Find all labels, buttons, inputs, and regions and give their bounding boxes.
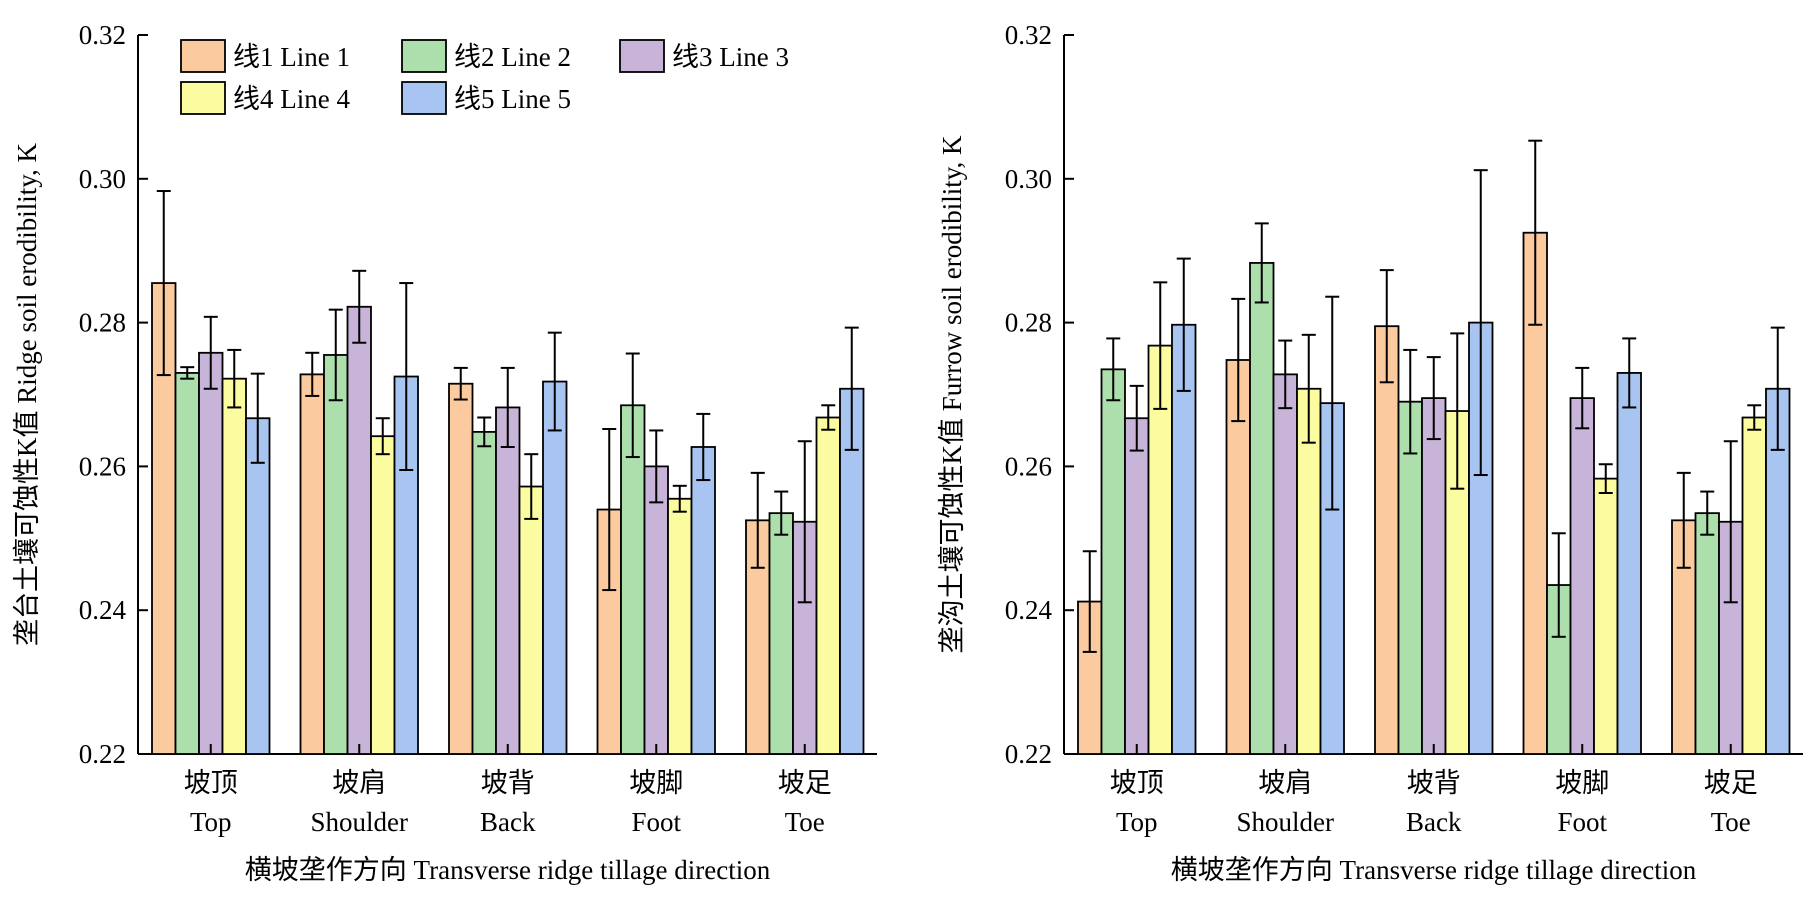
y-tick-label: 0.28 — [1005, 308, 1052, 338]
legend-label: 线1 Line 1 — [233, 42, 350, 72]
x-tick-label-en: Shoulder — [1237, 807, 1335, 837]
x-tick-label-en: Back — [480, 807, 536, 837]
legend-swatch — [180, 81, 226, 115]
x-tick-label-zh: 坡脚 — [1555, 768, 1609, 798]
y-tick-label: 0.24 — [1005, 595, 1053, 625]
bar — [198, 351, 224, 755]
bar — [1741, 416, 1767, 755]
x-tick-label-en: Back — [1406, 807, 1462, 837]
x-tick-label-zh: 坡背 — [1407, 768, 1461, 798]
bar — [1124, 417, 1150, 755]
x-tick-label-en: Top — [1116, 807, 1158, 837]
x-tick-label-en: Foot — [1557, 807, 1607, 837]
x-tick-label-zh: 坡脚 — [629, 768, 683, 798]
x-tick-label-zh: 坡足 — [778, 768, 832, 798]
x-tick-label-en: Foot — [631, 807, 681, 837]
y-tick-label: 0.32 — [79, 20, 126, 50]
bar — [1374, 325, 1400, 755]
bar — [299, 373, 325, 755]
bar — [471, 430, 497, 755]
x-tick-label-zh: 坡肩 — [332, 768, 386, 798]
bar — [346, 305, 372, 755]
y-tick-label: 0.26 — [79, 451, 126, 481]
y-axis-label: 垄沟土壤可蚀性K值 Furrow soil erodibility, K — [937, 135, 967, 653]
legend-swatch — [401, 81, 447, 115]
x-tick-label-en: Toe — [785, 807, 825, 837]
bar — [448, 382, 474, 755]
bar — [1569, 397, 1595, 755]
legend-label: 线4 Line 4 — [233, 84, 350, 114]
legend-swatch — [180, 39, 226, 73]
bar — [245, 417, 271, 755]
bar — [1421, 397, 1447, 755]
x-tick-label-zh: 坡顶 — [1110, 768, 1164, 798]
bar — [815, 416, 841, 755]
x-axis-label: 横坡垄作方向 Transverse ridge tillage directio… — [1171, 855, 1697, 885]
legend-label: 线5 Line 5 — [454, 84, 571, 114]
x-axis-label: 横坡垄作方向 Transverse ridge tillage directio… — [245, 855, 771, 885]
x-tick-label-en: Shoulder — [311, 807, 409, 837]
x-tick-label-en: Top — [190, 807, 232, 837]
x-tick-label-zh: 坡足 — [1704, 768, 1758, 798]
x-tick-label-zh: 坡肩 — [1258, 768, 1312, 798]
bar — [1616, 372, 1642, 755]
bar — [174, 372, 200, 755]
y-tick-label: 0.28 — [79, 308, 126, 338]
y-tick-label: 0.22 — [79, 739, 126, 769]
x-tick-label-zh: 坡顶 — [184, 768, 238, 798]
y-tick-label: 0.32 — [1005, 20, 1052, 50]
bar — [667, 497, 693, 755]
y-tick-label: 0.24 — [79, 595, 127, 625]
bar — [221, 377, 247, 755]
y-tick-label: 0.26 — [1005, 451, 1052, 481]
legend-label: 线3 Line 3 — [672, 42, 789, 72]
legend-label: 线2 Line 2 — [454, 42, 571, 72]
x-tick-label-zh: 坡背 — [481, 768, 535, 798]
bar — [1249, 262, 1275, 755]
y-tick-label: 0.30 — [1005, 164, 1052, 194]
bar — [1694, 512, 1720, 755]
bar — [370, 435, 396, 755]
bar — [1397, 400, 1423, 755]
x-tick-label-en: Toe — [1711, 807, 1751, 837]
legend-swatch — [619, 39, 665, 73]
bar — [1100, 368, 1126, 755]
bar — [495, 406, 521, 755]
y-tick-label: 0.30 — [79, 164, 126, 194]
bar — [518, 485, 544, 755]
bar — [1272, 373, 1298, 755]
bar — [690, 446, 716, 755]
bar — [768, 512, 794, 755]
y-axis-label: 垄台土壤可蚀性K值 Ridge soil erodibility, K — [12, 143, 42, 646]
y-tick-label: 0.22 — [1005, 739, 1052, 769]
bar — [542, 380, 568, 755]
bar — [1593, 477, 1619, 755]
legend-swatch — [401, 39, 447, 73]
bar — [323, 354, 349, 755]
bar — [643, 465, 669, 755]
